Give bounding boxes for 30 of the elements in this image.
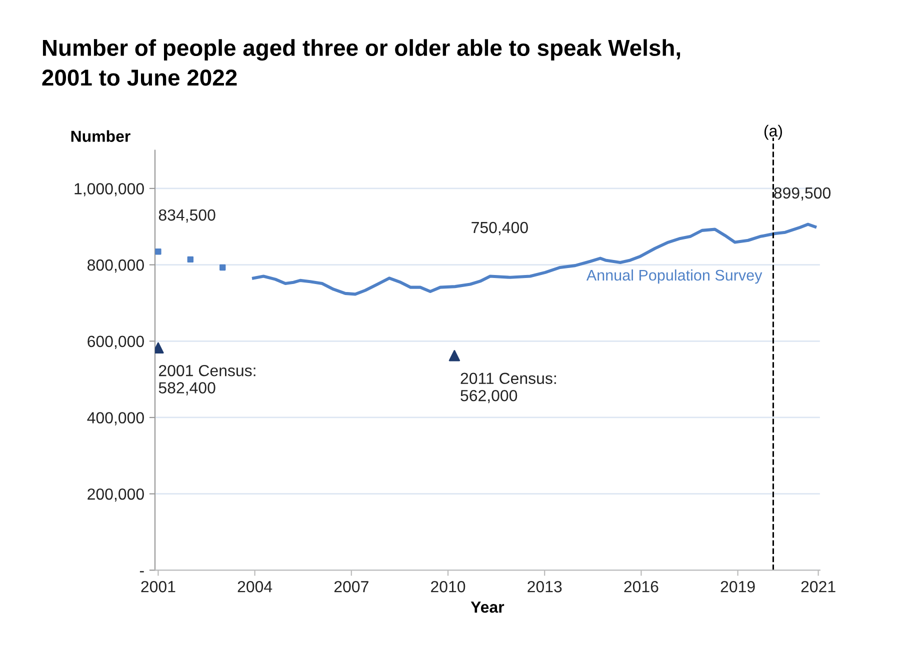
annotation: 834,500 [158, 209, 216, 223]
y-tick-label: 1,000,000 [74, 183, 144, 196]
x-tick-label: 2016 [624, 581, 658, 592]
y-axis-title: Number [71, 130, 130, 142]
annotation: 899,500 [774, 187, 831, 201]
x-tick-label: 2001 [141, 581, 176, 592]
y-tick-label: 400,000 [87, 412, 144, 426]
x-axis-title: Year [470, 602, 504, 613]
annotation: 2001 Census: 582,400 [158, 364, 256, 396]
point [219, 264, 226, 271]
point [154, 342, 164, 354]
x-tick-label: 2013 [528, 581, 562, 592]
y-tick-label: - [140, 571, 144, 572]
x-tick-label: 2010 [431, 581, 466, 592]
point [187, 256, 194, 263]
series-label: Annual Population Survey [586, 269, 762, 284]
point [155, 248, 162, 255]
x-tick-label: 2019 [720, 581, 755, 592]
y-tick-label: 600,000 [88, 336, 144, 349]
x-tick-label: 2007 [334, 581, 368, 592]
point [448, 350, 460, 362]
y-tick-label: 200,000 [88, 488, 144, 502]
ref-line-label: (a) [764, 124, 782, 140]
x-tick-label: 2021 [801, 581, 836, 592]
x-tick-label: 2004 [238, 581, 272, 592]
annotation: 750,400 [472, 222, 528, 236]
y-tick-label: 800,000 [88, 259, 144, 273]
chart-title: Number of people aged three or older able to speak Welsh, 2001 to June 2022 [42, 39, 680, 86]
line-series [252, 222, 817, 296]
annotation: 2011 Census: 562,000 [460, 372, 556, 404]
